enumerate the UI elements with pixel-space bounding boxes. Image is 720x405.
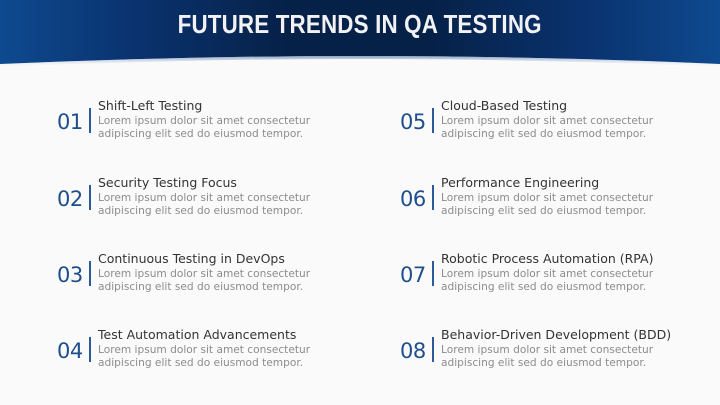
item-description: Lorem ipsum dolor sit amet consectetur a…	[98, 192, 338, 218]
item-description-line: adipiscing elit sed do eiusmod tempor.	[441, 281, 647, 293]
trend-item-08: 08 Behavior-Driven Development (BDD) Lor…	[400, 327, 700, 377]
item-description: Lorem ipsum dolor sit amet consectetur a…	[98, 115, 338, 141]
item-description-line: Lorem ipsum dolor sit amet consectetur	[98, 192, 311, 204]
item-description-line: adipiscing elit sed do eiusmod tempor.	[98, 205, 304, 217]
item-description-line: Lorem ipsum dolor sit amet consectetur	[441, 344, 654, 356]
item-title: Test Automation Advancements	[98, 327, 297, 342]
trend-item-06: 06 Performance Engineering Lorem ipsum d…	[400, 175, 700, 225]
item-description: Lorem ipsum dolor sit amet consectetur a…	[98, 344, 338, 370]
item-description-line: adipiscing elit sed do eiusmod tempor.	[441, 128, 647, 140]
item-description: Lorem ipsum dolor sit amet consectetur a…	[441, 344, 681, 370]
item-description: Lorem ipsum dolor sit amet consectetur a…	[98, 268, 338, 294]
trend-item-02: 02 Security Testing Focus Lorem ipsum do…	[57, 175, 357, 225]
item-title: Behavior-Driven Development (BDD)	[441, 327, 672, 342]
item-title: Performance Engineering	[441, 175, 600, 190]
item-number: 07	[400, 263, 426, 287]
item-description: Lorem ipsum dolor sit amet consectetur a…	[441, 268, 681, 294]
divider-bar	[89, 108, 91, 133]
item-description-line: Lorem ipsum dolor sit amet consectetur	[98, 115, 311, 127]
divider-bar	[432, 261, 434, 286]
divider-bar	[89, 185, 91, 210]
item-title: Robotic Process Automation (RPA)	[441, 251, 654, 266]
item-description-line: adipiscing elit sed do eiusmod tempor.	[441, 205, 647, 217]
item-description-line: Lorem ipsum dolor sit amet consectetur	[441, 192, 654, 204]
divider-bar	[89, 337, 91, 362]
page-title: FUTURE TRENDS IN QA TESTING	[177, 9, 543, 39]
trend-item-05: 05 Cloud-Based Testing Lorem ipsum dolor…	[400, 98, 700, 148]
trend-item-07: 07 Robotic Process Automation (RPA) Lore…	[400, 251, 700, 301]
item-number: 03	[57, 263, 83, 287]
trend-item-01: 01 Shift-Left Testing Lorem ipsum dolor …	[57, 98, 357, 148]
item-title: Cloud-Based Testing	[441, 98, 568, 113]
item-description: Lorem ipsum dolor sit amet consectetur a…	[441, 115, 681, 141]
trend-item-03: 03 Continuous Testing in DevOps Lorem ip…	[57, 251, 357, 301]
item-number: 08	[400, 339, 426, 363]
item-number: 05	[400, 110, 426, 134]
item-title: Security Testing Focus	[98, 175, 237, 190]
item-description-line: Lorem ipsum dolor sit amet consectetur	[98, 268, 311, 280]
trend-item-04: 04 Test Automation Advancements Lorem ip…	[57, 327, 357, 377]
item-title: Continuous Testing in DevOps	[98, 251, 285, 266]
item-number: 02	[57, 187, 83, 211]
item-description-line: adipiscing elit sed do eiusmod tempor.	[98, 128, 304, 140]
divider-bar	[432, 185, 434, 210]
header-banner: FUTURE TRENDS IN QA TESTING	[0, 0, 720, 80]
item-description-line: Lorem ipsum dolor sit amet consectetur	[441, 268, 654, 280]
item-description-line: adipiscing elit sed do eiusmod tempor.	[98, 281, 304, 293]
item-description-line: Lorem ipsum dolor sit amet consectetur	[98, 344, 311, 356]
header-curved-background	[0, 0, 720, 67]
item-number: 01	[57, 110, 83, 134]
item-number: 04	[57, 339, 83, 363]
item-number: 06	[400, 187, 426, 211]
item-description: Lorem ipsum dolor sit amet consectetur a…	[441, 192, 681, 218]
divider-bar	[432, 108, 434, 133]
divider-bar	[89, 261, 91, 286]
item-description-line: adipiscing elit sed do eiusmod tempor.	[441, 357, 647, 369]
item-description-line: adipiscing elit sed do eiusmod tempor.	[98, 357, 304, 369]
item-description-line: Lorem ipsum dolor sit amet consectetur	[441, 115, 654, 127]
item-title: Shift-Left Testing	[98, 98, 203, 113]
divider-bar	[432, 337, 434, 362]
